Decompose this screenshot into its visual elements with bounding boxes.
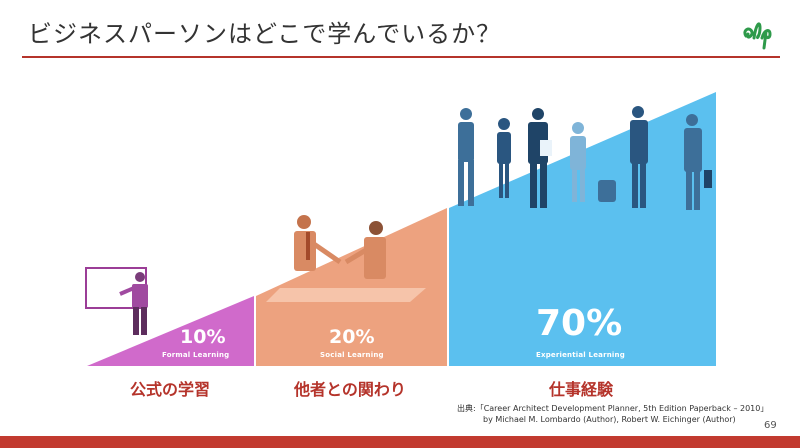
formal-learning-percent: 10% — [180, 326, 226, 348]
footer-bar — [0, 436, 800, 448]
source-citation: 出典:「Career Architect Development Planner… — [457, 403, 768, 425]
slide-title: ビジネスパーソンはどこで学んでいるか？ — [28, 20, 502, 48]
experiential-learning-percent: 70% — [536, 303, 623, 344]
experiential-learning-english-label: Experiential Learning — [536, 351, 625, 359]
formal-learning-english-label: Formal Learning — [162, 351, 230, 359]
source-line-1: 出典:「Career Architect Development Planner… — [457, 404, 769, 413]
business-people-illustration — [458, 106, 712, 210]
presenter-illustration — [85, 267, 148, 335]
social-learning-japanese-label: 他者との関わり — [294, 380, 406, 399]
experiential-learning-japanese-label: 仕事経験 — [549, 380, 614, 399]
page-number: 69 — [764, 420, 777, 431]
social-learning-segment — [256, 208, 447, 366]
formal-learning-japanese-label: 公式の学習 — [130, 380, 211, 399]
social-learning-percent: 20% — [329, 326, 375, 348]
elp-logo — [743, 22, 772, 50]
source-line-2: by Michael M. Lombardo (Author), Robert … — [483, 415, 736, 424]
social-learning-english-label: Social Learning — [320, 351, 384, 359]
experiential-learning-segment — [449, 92, 716, 366]
formal-learning-segment — [87, 296, 254, 366]
title-divider — [22, 56, 780, 58]
meeting-illustration — [266, 215, 426, 302]
